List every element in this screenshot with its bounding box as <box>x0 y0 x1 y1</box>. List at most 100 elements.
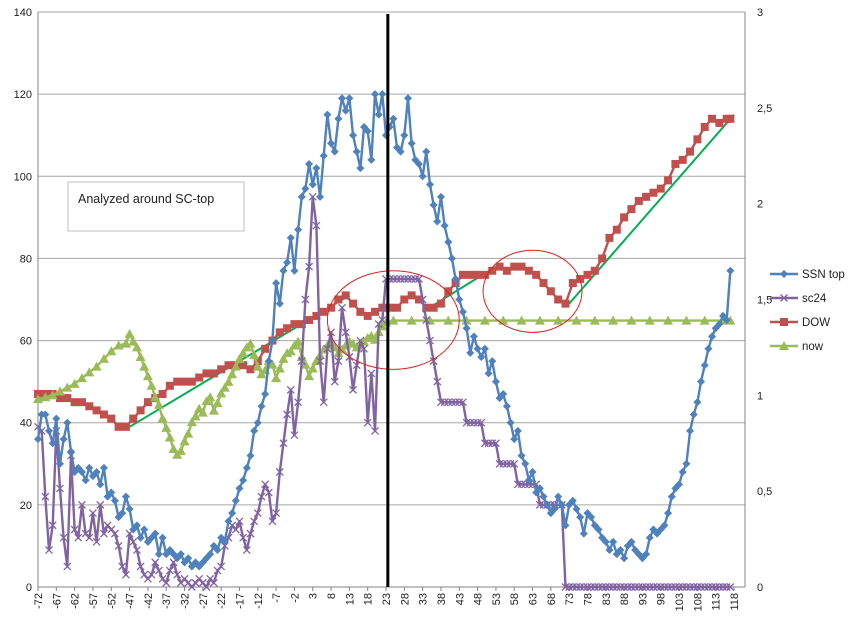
data-point-ssn-top <box>349 131 357 139</box>
y-left-tick-label: 0 <box>26 582 32 594</box>
data-point-dow <box>393 304 401 312</box>
x-tick-label: 48 <box>473 593 485 605</box>
data-point-ssn-top <box>82 476 90 484</box>
x-tick-label: 33 <box>418 593 430 605</box>
data-point-dow <box>496 263 504 271</box>
y-right-tick-label: 2,5 <box>757 103 772 115</box>
data-point-ssn-top <box>305 160 313 168</box>
data-point-now <box>304 371 314 380</box>
data-point-dow <box>261 345 269 353</box>
data-point-dow <box>657 185 665 193</box>
data-point-dow <box>708 115 716 123</box>
data-point-dow <box>598 254 606 262</box>
data-point-dow <box>107 415 115 423</box>
data-point-ssn-top <box>408 139 416 147</box>
data-point-dow <box>129 415 137 423</box>
x-tick-label: 8 <box>326 593 338 599</box>
data-point-ssn-top <box>726 267 734 275</box>
data-point-dow <box>371 308 379 316</box>
data-point-dow <box>305 316 313 324</box>
data-point-dow <box>554 296 562 304</box>
data-point-ssn-top <box>294 226 302 234</box>
data-point-ssn-top <box>466 349 474 357</box>
data-point-ssn-top <box>419 172 427 180</box>
data-point-dow <box>100 411 108 419</box>
data-point-ssn-top <box>331 148 339 156</box>
data-point-ssn-top <box>356 164 364 172</box>
x-tick-label: 68 <box>546 593 558 605</box>
legend-item-dow: DOW <box>770 317 830 329</box>
x-tick-label: 98 <box>656 593 668 605</box>
y-left-tick-label: 120 <box>14 89 32 101</box>
legend: SSN top sc24 DOW now <box>770 269 845 353</box>
data-point-dow <box>510 263 518 271</box>
data-point-dow <box>356 308 364 316</box>
data-point-dow <box>437 300 445 308</box>
data-point-ssn-top <box>605 546 613 554</box>
data-point-ssn-top <box>679 468 687 476</box>
data-point-ssn-top <box>63 419 71 427</box>
data-point-ssn-top <box>514 427 522 435</box>
x-tick-label: 83 <box>601 593 613 605</box>
data-point-dow <box>159 390 167 398</box>
x-tick-label: -2 <box>289 593 301 603</box>
data-point-now <box>143 371 153 380</box>
y-right-tick-label: 1 <box>757 390 763 402</box>
data-point-ssn-top <box>159 534 167 542</box>
data-point-dow <box>93 406 101 414</box>
legend-item-ssn-top: SSN top <box>770 269 845 281</box>
y-left-tick-label: 140 <box>14 7 32 19</box>
x-tick-label: -72 <box>33 593 45 609</box>
x-tick-label: -32 <box>180 593 192 609</box>
data-point-ssn-top <box>100 464 108 472</box>
x-tick-label: 63 <box>528 593 540 605</box>
data-point-ssn-top <box>254 419 262 427</box>
y-right-tick-label: 1,5 <box>757 295 772 307</box>
data-point-ssn-top <box>441 222 449 230</box>
x-tick-label: -67 <box>51 593 63 609</box>
data-point-ssn-top <box>470 332 478 340</box>
data-point-dow <box>408 291 416 299</box>
x-tick-label: 43 <box>454 593 466 605</box>
data-point-ssn-top <box>353 148 361 156</box>
x-tick-label: 88 <box>619 593 631 605</box>
data-point-ssn-top <box>67 447 75 455</box>
data-point-ssn-top <box>518 452 526 460</box>
data-point-dow <box>188 378 196 386</box>
x-tick-label: 13 <box>344 593 356 605</box>
legend-label: sc24 <box>802 293 827 305</box>
data-point-ssn-top <box>404 94 412 102</box>
data-point-now <box>158 413 168 422</box>
data-point-ssn-top <box>228 509 236 517</box>
y-right-tick-label: 0,5 <box>757 486 772 498</box>
data-point-ssn-top <box>540 493 548 501</box>
y-left-tick-label: 100 <box>14 171 32 183</box>
data-point-ssn-top <box>378 90 386 98</box>
chart: 02040608010012014000,511,522,53-72 -67 -62… <box>0 0 867 622</box>
x-tick-label: 113 <box>711 593 723 611</box>
data-point-dow <box>430 304 438 312</box>
data-point-dow <box>605 234 613 242</box>
data-point-ssn-top <box>690 411 698 419</box>
data-point-now <box>183 429 193 438</box>
data-point-ssn-top <box>334 115 342 123</box>
data-point-ssn-top <box>704 345 712 353</box>
legend-marker <box>780 270 788 278</box>
data-point-dow <box>166 382 174 390</box>
data-point-dow <box>620 213 628 221</box>
data-point-now <box>161 423 171 432</box>
data-point-now <box>227 369 237 378</box>
data-point-ssn-top <box>609 538 617 546</box>
data-point-now <box>180 436 190 445</box>
x-tick-label: -22 <box>216 593 228 609</box>
legend-marker <box>780 318 788 326</box>
data-point-dow <box>679 156 687 164</box>
data-point-ssn-top <box>459 308 467 316</box>
data-point-ssn-top <box>507 419 515 427</box>
data-point-ssn-top <box>697 378 705 386</box>
data-point-ssn-top <box>96 480 104 488</box>
data-point-ssn-top <box>708 332 716 340</box>
y-right-tick-label: 0 <box>757 582 763 594</box>
legend-label: DOW <box>802 317 830 329</box>
y-left-tick-label: 20 <box>20 500 32 512</box>
